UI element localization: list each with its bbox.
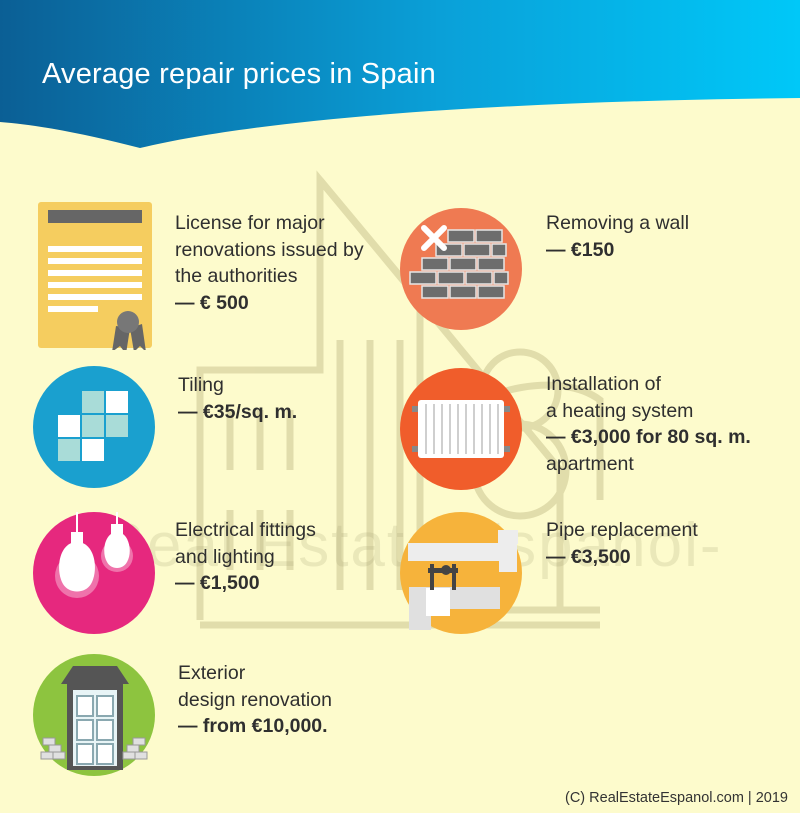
item-pipe: Pipe replacement — €3,500 xyxy=(546,517,698,570)
header-banner: Average repair prices in Spain xyxy=(0,0,800,150)
radiator-icon xyxy=(400,368,522,490)
watermark-text: -Real Estate Espanol- xyxy=(77,511,723,580)
item-license-line2: renovations issued by xyxy=(175,238,364,261)
item-license-price: — € 500 xyxy=(175,291,249,314)
footer-copyright: (C) RealEstateEspanol.com | 2019 xyxy=(565,790,788,806)
item-exterior-line1: Exterior xyxy=(178,662,246,684)
brick-wall-icon xyxy=(400,208,522,330)
item-tiling-price: — €35/sq. m. xyxy=(178,400,298,423)
item-pipe-line1: Pipe replacement xyxy=(546,519,698,541)
item-exterior: Exterior design renovation — from €10,00… xyxy=(178,660,332,740)
tiles-icon xyxy=(33,366,155,488)
item-wall-line1: Removing a wall xyxy=(546,212,690,234)
light-bulbs-icon xyxy=(33,512,155,634)
page-title: Average repair prices in Spain xyxy=(42,58,436,90)
license-document-icon xyxy=(38,202,152,350)
item-exterior-line2: design renovation xyxy=(178,688,332,711)
item-heating: Installation of a heating system — €3,00… xyxy=(546,371,751,477)
item-exterior-price: — from €10,000. xyxy=(178,715,328,737)
item-electrical: Electrical fittings and lighting — €1,50… xyxy=(175,517,316,597)
item-electrical-price: — €1,500 xyxy=(175,572,260,594)
item-tiling-line1: Tiling xyxy=(178,374,224,396)
pipe-valve-icon xyxy=(400,512,522,634)
item-electrical-line2: and lighting xyxy=(175,545,275,568)
house-window-icon xyxy=(33,654,155,776)
item-wall-price: — €150 xyxy=(546,238,615,261)
item-tiling: Tiling — €35/sq. m. xyxy=(178,372,297,425)
item-license-line1: License for major xyxy=(175,212,325,234)
item-heating-line4: apartment xyxy=(546,452,634,475)
item-wall: Removing a wall — €150 xyxy=(546,210,689,263)
item-heating-price: — €3,000 for 80 sq. m. xyxy=(546,426,751,448)
item-electrical-line1: Electrical fittings xyxy=(175,519,316,541)
item-license: License for major renovations issued by … xyxy=(175,210,364,316)
item-license-line3: the authorities xyxy=(175,265,298,287)
item-pipe-price: — €3,500 xyxy=(546,545,631,568)
item-heating-line2: a heating system xyxy=(546,399,694,422)
item-heating-line1: Installation of xyxy=(546,373,661,395)
